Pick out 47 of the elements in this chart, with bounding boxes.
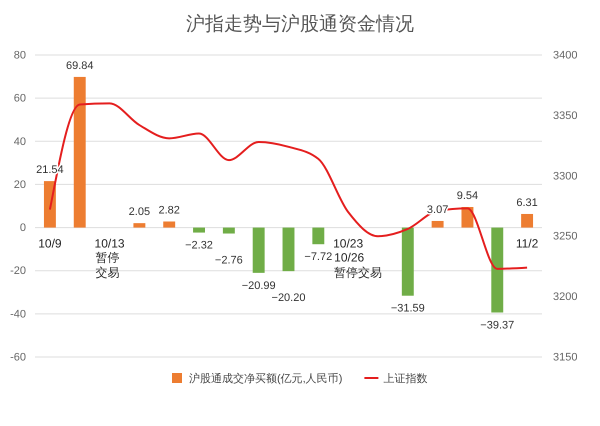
legend-label: 沪股通成交净买额(亿元,人民币) (189, 372, 342, 385)
data-label: −2.32 (185, 240, 213, 252)
x-tick-label: 10/13 (94, 236, 125, 251)
x-tick-label: 10/9 (38, 236, 62, 251)
chart-title: 沪指走势与沪股通资金情况 (186, 13, 414, 35)
y-tick-label: 20 (14, 178, 26, 191)
bar (491, 228, 504, 312)
bar (74, 76, 86, 228)
data-label: 9.54 (456, 190, 478, 202)
legend-label: 上证指数 (383, 372, 428, 385)
y-tick-label: -20 (10, 265, 26, 278)
bar (432, 220, 444, 228)
bar (312, 228, 324, 244)
y-tick-label: 80 (14, 50, 26, 62)
y2-tick-label: 3300 (553, 170, 578, 182)
y2-tick-label: 3150 (553, 352, 578, 364)
bar (402, 228, 414, 296)
y-tick-label: 0 (20, 222, 26, 234)
data-label: −7.72 (304, 251, 332, 264)
y2-tick-label: 3400 (553, 50, 578, 62)
annotation: 10/26 暂停交易 (334, 250, 382, 280)
data-label: −31.59 (390, 302, 425, 315)
data-label: 69.84 (66, 60, 94, 72)
bar (222, 228, 235, 234)
bar (163, 221, 176, 228)
data-label: −20.99 (242, 280, 276, 292)
data-label: −39.37 (480, 320, 514, 332)
bar (252, 228, 265, 273)
data-label: 2.05 (128, 206, 150, 218)
data-label: −2.76 (214, 254, 243, 267)
y-tick-label: 40 (14, 136, 26, 148)
data-label: −20.20 (272, 292, 306, 304)
y2-tick-label: 3350 (553, 110, 578, 122)
y-tick-label: -40 (10, 308, 26, 320)
x-tick-label: 11/2 (516, 236, 539, 251)
bar (521, 214, 534, 228)
y-tick-label: -60 (10, 352, 26, 364)
x-tick-label: 10/23 (333, 236, 364, 251)
data-label: 2.82 (158, 204, 180, 216)
annotation: 暂停交易 (96, 250, 120, 280)
y-tick-label: 60 (14, 92, 26, 105)
data-label: 6.31 (516, 196, 538, 209)
bar (193, 228, 205, 233)
y2-tick-label: 3250 (553, 230, 578, 243)
y2-tick-label: 3200 (553, 291, 578, 304)
bar (282, 228, 294, 272)
bar (133, 223, 146, 228)
